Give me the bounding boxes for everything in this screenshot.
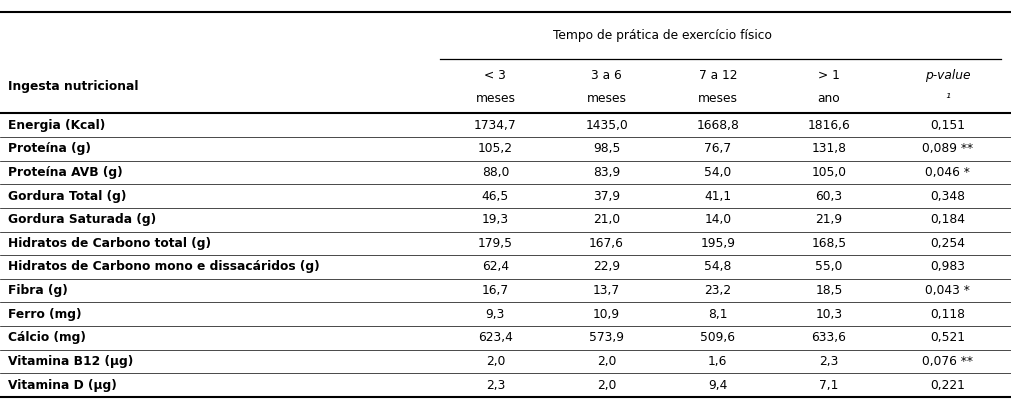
Text: 195,9: 195,9 (701, 237, 735, 250)
Text: Cálcio (mg): Cálcio (mg) (8, 331, 86, 344)
Text: Hidratos de Carbono mono e dissacáridos (g): Hidratos de Carbono mono e dissacáridos … (8, 260, 319, 273)
Text: Vitamina D (μg): Vitamina D (μg) (8, 379, 117, 392)
Text: 1668,8: 1668,8 (697, 119, 739, 132)
Text: 9,4: 9,4 (708, 379, 728, 392)
Text: 1,6: 1,6 (708, 355, 728, 368)
Text: 573,9: 573,9 (589, 331, 624, 344)
Text: 1816,6: 1816,6 (808, 119, 850, 132)
Text: 167,6: 167,6 (589, 237, 624, 250)
Text: 105,2: 105,2 (478, 142, 513, 156)
Text: 54,8: 54,8 (704, 260, 732, 273)
Text: meses: meses (698, 92, 738, 104)
Text: 0,521: 0,521 (930, 331, 966, 344)
Text: 0,118: 0,118 (930, 308, 966, 321)
Text: 131,8: 131,8 (812, 142, 846, 156)
Text: 105,0: 105,0 (812, 166, 846, 179)
Text: 55,0: 55,0 (815, 260, 843, 273)
Text: 10,3: 10,3 (816, 308, 842, 321)
Text: 2,0: 2,0 (596, 355, 617, 368)
Text: 9,3: 9,3 (485, 308, 506, 321)
Text: 22,9: 22,9 (593, 260, 620, 273)
Text: Energia (Kcal): Energia (Kcal) (8, 119, 105, 132)
Text: Ingesta nutricional: Ingesta nutricional (8, 79, 139, 93)
Text: 98,5: 98,5 (592, 142, 621, 156)
Text: 2,0: 2,0 (596, 379, 617, 392)
Text: 0,046 *: 0,046 * (925, 166, 971, 179)
Text: 0,983: 0,983 (930, 260, 966, 273)
Text: ano: ano (818, 92, 840, 104)
Text: Proteína (g): Proteína (g) (8, 142, 91, 156)
Text: 8,1: 8,1 (708, 308, 728, 321)
Text: 0,348: 0,348 (930, 190, 966, 202)
Text: 21,9: 21,9 (816, 213, 842, 226)
Text: 2,3: 2,3 (819, 355, 839, 368)
Text: 10,9: 10,9 (593, 308, 620, 321)
Text: Proteína AVB (g): Proteína AVB (g) (8, 166, 122, 179)
Text: Gordura Total (g): Gordura Total (g) (8, 190, 126, 202)
Text: 7,1: 7,1 (819, 379, 839, 392)
Text: 18,5: 18,5 (815, 284, 843, 297)
Text: 7 a 12: 7 a 12 (699, 68, 737, 82)
Text: Ferro (mg): Ferro (mg) (8, 308, 82, 321)
Text: 1734,7: 1734,7 (474, 119, 517, 132)
Text: 0,184: 0,184 (930, 213, 966, 226)
Text: 46,5: 46,5 (482, 190, 509, 202)
Text: 41,1: 41,1 (705, 190, 731, 202)
Text: < 3: < 3 (484, 68, 507, 82)
Text: 2,0: 2,0 (485, 355, 506, 368)
Text: 62,4: 62,4 (482, 260, 509, 273)
Text: 633,6: 633,6 (812, 331, 846, 344)
Text: 14,0: 14,0 (705, 213, 731, 226)
Text: 76,7: 76,7 (705, 142, 731, 156)
Text: Tempo de prática de exercício físico: Tempo de prática de exercício físico (553, 29, 771, 42)
Text: 60,3: 60,3 (816, 190, 842, 202)
Text: Hidratos de Carbono total (g): Hidratos de Carbono total (g) (8, 237, 211, 250)
Text: 23,2: 23,2 (705, 284, 731, 297)
Text: 13,7: 13,7 (593, 284, 620, 297)
Text: 1435,0: 1435,0 (585, 119, 628, 132)
Text: meses: meses (586, 92, 627, 104)
Text: 0,221: 0,221 (930, 379, 966, 392)
Text: 21,0: 21,0 (593, 213, 620, 226)
Text: 3 a 6: 3 a 6 (591, 68, 622, 82)
Text: 54,0: 54,0 (705, 166, 731, 179)
Text: 83,9: 83,9 (593, 166, 620, 179)
Text: Fibra (g): Fibra (g) (8, 284, 68, 297)
Text: 0,076 **: 0,076 ** (922, 355, 974, 368)
Text: meses: meses (475, 92, 516, 104)
Text: 0,043 *: 0,043 * (925, 284, 971, 297)
Text: 19,3: 19,3 (482, 213, 509, 226)
Text: 168,5: 168,5 (812, 237, 846, 250)
Text: 16,7: 16,7 (482, 284, 509, 297)
Text: p-value: p-value (925, 68, 971, 82)
Text: 2,3: 2,3 (485, 379, 506, 392)
Text: Gordura Saturada (g): Gordura Saturada (g) (8, 213, 157, 226)
Text: 0,254: 0,254 (930, 237, 966, 250)
Text: > 1: > 1 (818, 68, 840, 82)
Text: 0,151: 0,151 (930, 119, 966, 132)
Text: ¹: ¹ (945, 92, 950, 104)
Text: 623,4: 623,4 (478, 331, 513, 344)
Text: Vitamina B12 (μg): Vitamina B12 (μg) (8, 355, 133, 368)
Text: 37,9: 37,9 (593, 190, 620, 202)
Text: 0,089 **: 0,089 ** (922, 142, 974, 156)
Text: 509,6: 509,6 (701, 331, 735, 344)
Text: 88,0: 88,0 (481, 166, 510, 179)
Text: 179,5: 179,5 (478, 237, 513, 250)
